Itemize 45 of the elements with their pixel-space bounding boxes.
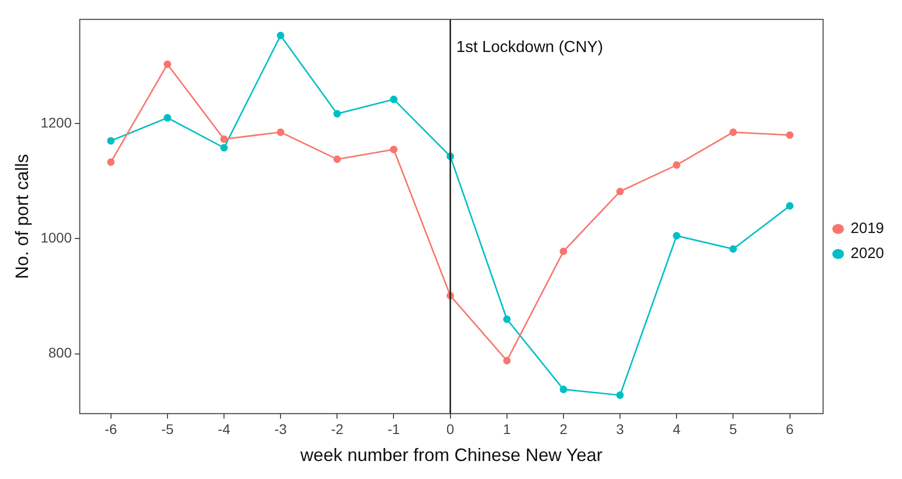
point [786,131,794,139]
point [276,32,284,40]
point [560,248,568,256]
x-tick-label: -1 [388,420,400,437]
x-tick-label: 0 [446,420,454,437]
x-tick-label: -4 [218,420,230,437]
y-tick-label: 1200 [40,114,72,130]
x-tick-label: 5 [729,420,738,437]
point [616,188,624,196]
point [390,146,398,154]
point [729,128,737,136]
point [672,232,680,240]
x-tick-label: -6 [104,420,118,437]
x-tick-label: -3 [274,420,288,437]
point [616,391,624,399]
point [729,245,737,253]
point [164,114,172,122]
x-tick-label: 3 [616,420,624,437]
legend-label: 2019 [850,220,884,238]
y-tick-label: 800 [48,344,72,361]
point [333,110,341,118]
point [786,202,794,210]
y-tick-label: 1000 [40,230,72,246]
x-tick-label: 4 [672,420,681,437]
point [503,315,511,323]
point [672,161,680,169]
point [333,155,341,163]
point [220,135,228,143]
point [220,144,228,152]
x-tick-label: -5 [161,420,174,437]
x-tick-label: 6 [786,420,794,437]
x-tick-label: 1 [502,420,511,437]
x-tick-label: 2 [560,420,568,437]
x-tick-label: -2 [330,420,344,437]
x-axis-title: week number from Chinese New Year [299,445,603,466]
point [503,356,511,364]
point [107,158,115,166]
point [276,128,284,136]
ref-line-label: 1st Lockdown (CNY) [456,38,604,56]
point [164,60,172,68]
legend-label: 2020 [850,245,884,262]
point [560,386,568,394]
point [390,96,398,104]
point [107,137,115,145]
y-axis-title: No. of port calls [12,154,32,280]
